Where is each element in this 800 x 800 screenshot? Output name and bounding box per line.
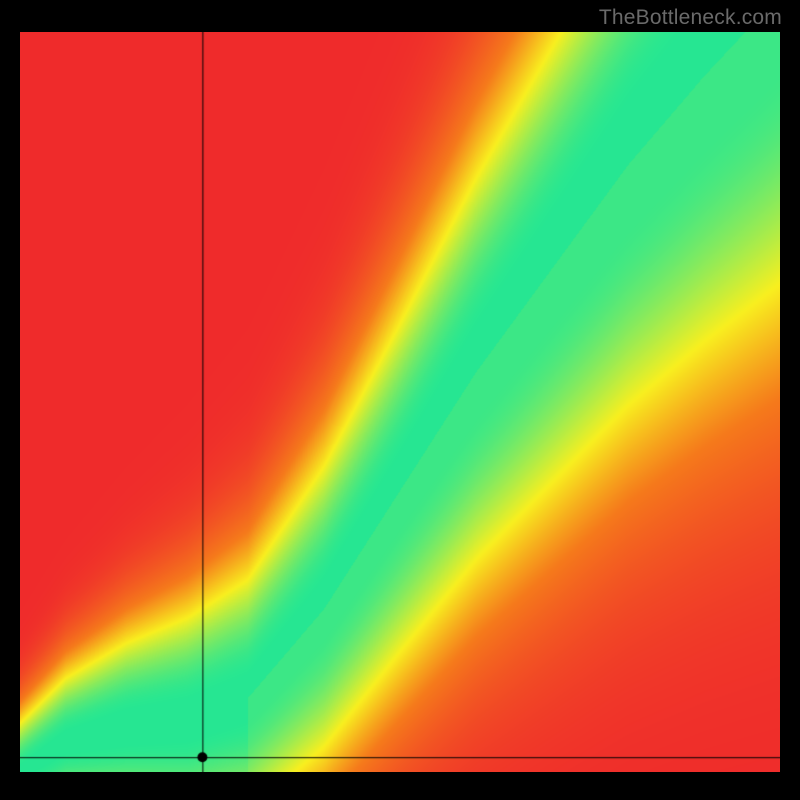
watermark-text: TheBottleneck.com	[599, 6, 782, 30]
chart-container: TheBottleneck.com	[0, 0, 800, 800]
crosshair-overlay	[20, 32, 780, 772]
